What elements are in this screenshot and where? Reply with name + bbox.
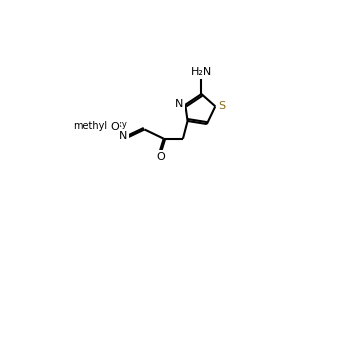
Text: methoxy: methoxy	[90, 120, 127, 129]
Text: N: N	[119, 131, 127, 141]
Text: N: N	[175, 99, 183, 109]
Text: methyl: methyl	[73, 121, 108, 131]
Text: O: O	[110, 122, 119, 132]
Text: O: O	[156, 152, 165, 162]
Text: H₂N: H₂N	[191, 67, 212, 77]
Text: S: S	[218, 100, 225, 111]
